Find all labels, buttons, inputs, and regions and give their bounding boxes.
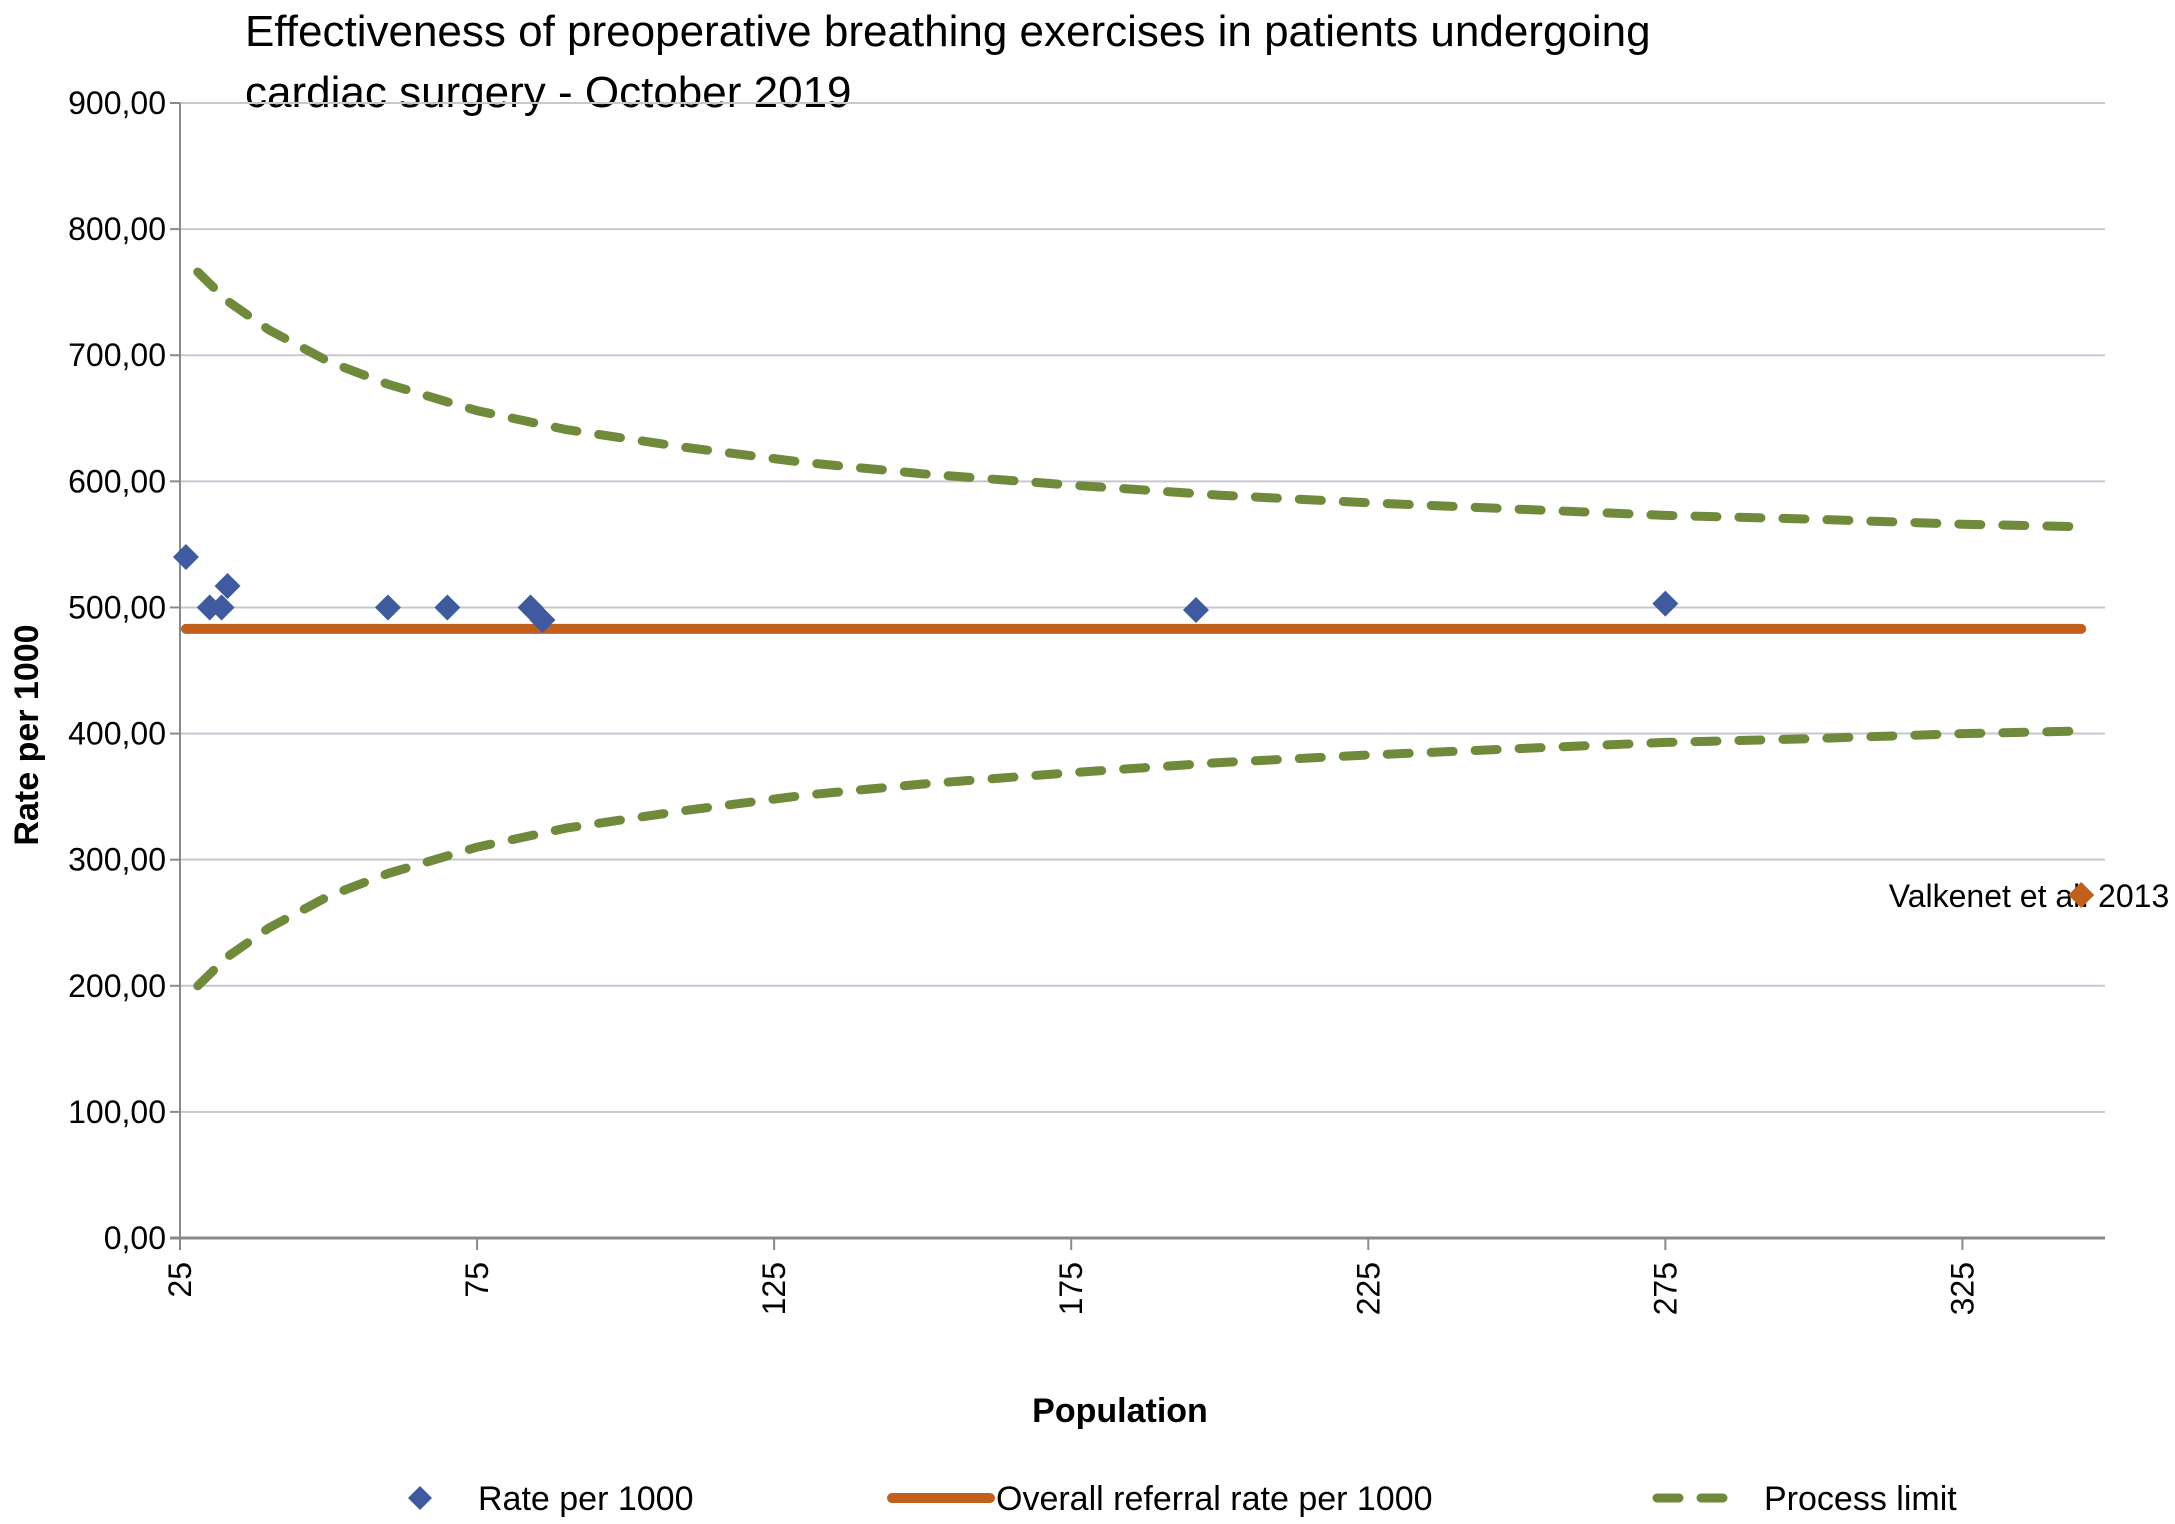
chart-title: Effectiveness of preoperative breathing … bbox=[245, 7, 1651, 117]
legend-label-rate: Rate per 1000 bbox=[478, 1480, 694, 1518]
x-tick-label: 125 bbox=[756, 1262, 792, 1315]
x-axis-label: Population bbox=[1032, 1392, 1208, 1430]
legend-item-overall: Overall referral rate per 1000 bbox=[887, 1480, 1433, 1518]
legend: Rate per 1000 Overall referral rate per … bbox=[408, 1480, 1957, 1518]
x-tick-label: 275 bbox=[1647, 1262, 1683, 1315]
x-tick-label: 25 bbox=[162, 1262, 198, 1298]
x-tick-label: 175 bbox=[1053, 1262, 1089, 1315]
y-tick-label: 400,00 bbox=[68, 716, 166, 752]
process-limit-lower-line bbox=[193, 726, 2086, 991]
y-tick-label: 700,00 bbox=[68, 337, 166, 373]
legend-item-rate: Rate per 1000 bbox=[408, 1480, 694, 1518]
legend-item-process-limit: Process limit bbox=[1652, 1480, 1957, 1518]
axes bbox=[170, 102, 2105, 1250]
data-point-rate bbox=[434, 594, 461, 621]
legend-label-overall: Overall referral rate per 1000 bbox=[996, 1480, 1433, 1518]
chart-title-line-1: Effectiveness of preoperative breathing … bbox=[245, 7, 1651, 56]
y-tick-label: 600,00 bbox=[68, 463, 166, 499]
x-tick-label: 325 bbox=[1944, 1262, 1980, 1315]
gridlines bbox=[180, 102, 2105, 1113]
x-tick-label: 225 bbox=[1350, 1262, 1386, 1315]
data-point-rate bbox=[214, 573, 241, 600]
data-point-rate bbox=[1182, 596, 1209, 623]
y-tick-label: 200,00 bbox=[68, 968, 166, 1004]
y-tick-labels: 0,00 100,00 200,00 300,00 400,00 500,00 600,00… bbox=[68, 85, 166, 1256]
data-point-rate bbox=[529, 607, 556, 634]
data-point-rate bbox=[208, 594, 235, 621]
y-tick-label: 900,00 bbox=[68, 85, 166, 121]
y-tick-label: 800,00 bbox=[68, 211, 166, 247]
y-tick-label: 0,00 bbox=[104, 1220, 166, 1256]
data-point-rate bbox=[374, 594, 401, 621]
process-limit-upper-line bbox=[193, 267, 2086, 532]
y-axis-label: Rate per 1000 bbox=[8, 624, 46, 845]
annotation-valkenet: Valkenet et al. 2013 bbox=[1889, 878, 2170, 914]
chart-title-line-2: cardiac surgery - October 2019 bbox=[245, 68, 852, 117]
legend-diamond-icon bbox=[408, 1486, 432, 1510]
y-tick-label: 100,00 bbox=[68, 1094, 166, 1130]
x-tick-label: 75 bbox=[459, 1262, 495, 1298]
y-tick-label: 300,00 bbox=[68, 842, 166, 878]
data-point-rate bbox=[172, 544, 199, 570]
y-tick-label: 500,00 bbox=[68, 589, 166, 625]
data-point-rate bbox=[1652, 590, 1679, 617]
data-point-valkenet bbox=[2068, 881, 2095, 908]
legend-label-process-limit: Process limit bbox=[1764, 1480, 1957, 1518]
plot-series bbox=[172, 267, 2087, 991]
x-tick-labels: 25 75 125 175 225 275 325 bbox=[162, 1262, 1980, 1315]
